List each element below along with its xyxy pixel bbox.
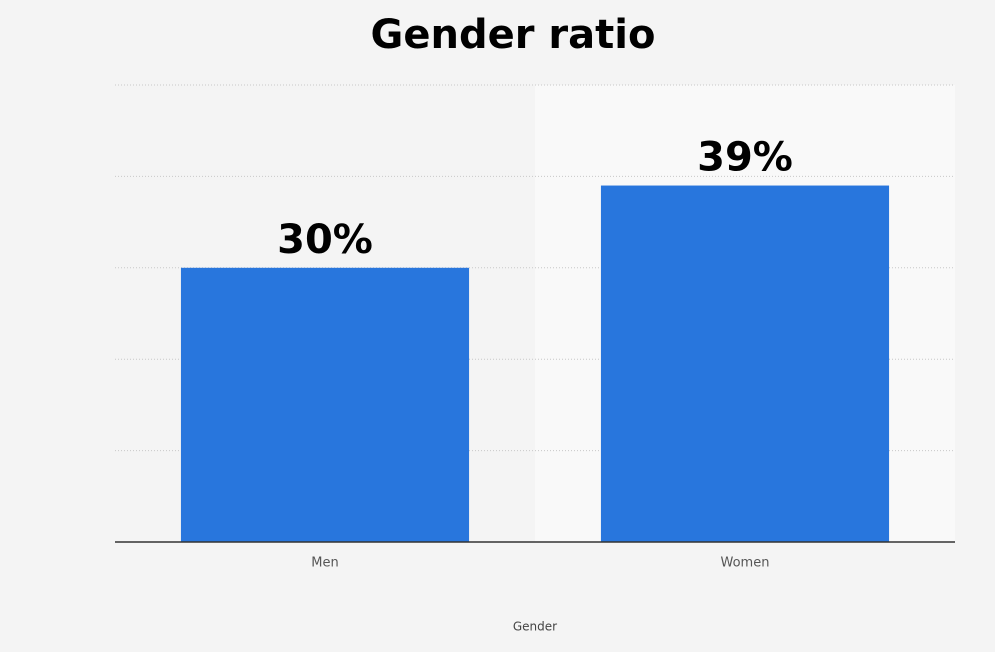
bar	[600, 185, 890, 543]
value-label: 30%	[277, 217, 373, 263]
value-label: 39%	[697, 135, 793, 181]
x-axis-label: Gender	[513, 620, 557, 634]
chart-title: Gender ratio	[371, 12, 656, 58]
bar	[180, 267, 470, 542]
x-tick-label: Women	[721, 556, 770, 571]
x-tick-label: Men	[311, 556, 338, 571]
